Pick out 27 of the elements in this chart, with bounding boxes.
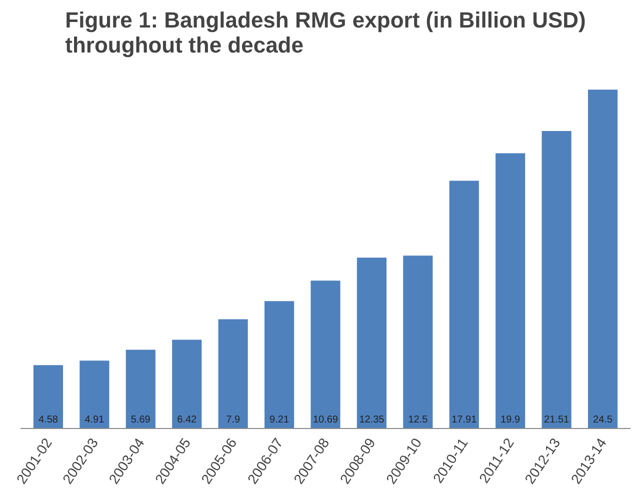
bar [172,340,202,428]
data-label: 10.69 [312,414,338,426]
bar [588,90,618,428]
data-label: 6.42 [177,414,198,426]
data-label: 17.91 [452,414,478,426]
bar [80,360,110,428]
data-label: 24.5 [593,414,613,426]
bar [542,130,572,428]
bar [356,258,386,428]
data-label: 4.58 [38,414,58,426]
data-label: 19.9 [500,414,521,426]
data-label: 12.35 [359,414,385,426]
bar [264,301,294,428]
bar [218,319,248,428]
data-label: 5.69 [130,414,151,426]
data-label: 21.51 [544,414,570,426]
bar [496,153,526,428]
data-label: 7.9 [226,414,240,426]
data-label: 9.21 [270,414,290,426]
bar [449,180,479,428]
bar [33,365,64,428]
data-label: 4.91 [84,414,105,426]
bar [126,350,156,428]
data-label: 12.5 [408,414,428,426]
chart-title: Figure 1: Bangladesh RMG export (in Billion USD) throughout the decade [65,8,586,58]
bar [403,256,433,428]
bar [310,280,340,428]
